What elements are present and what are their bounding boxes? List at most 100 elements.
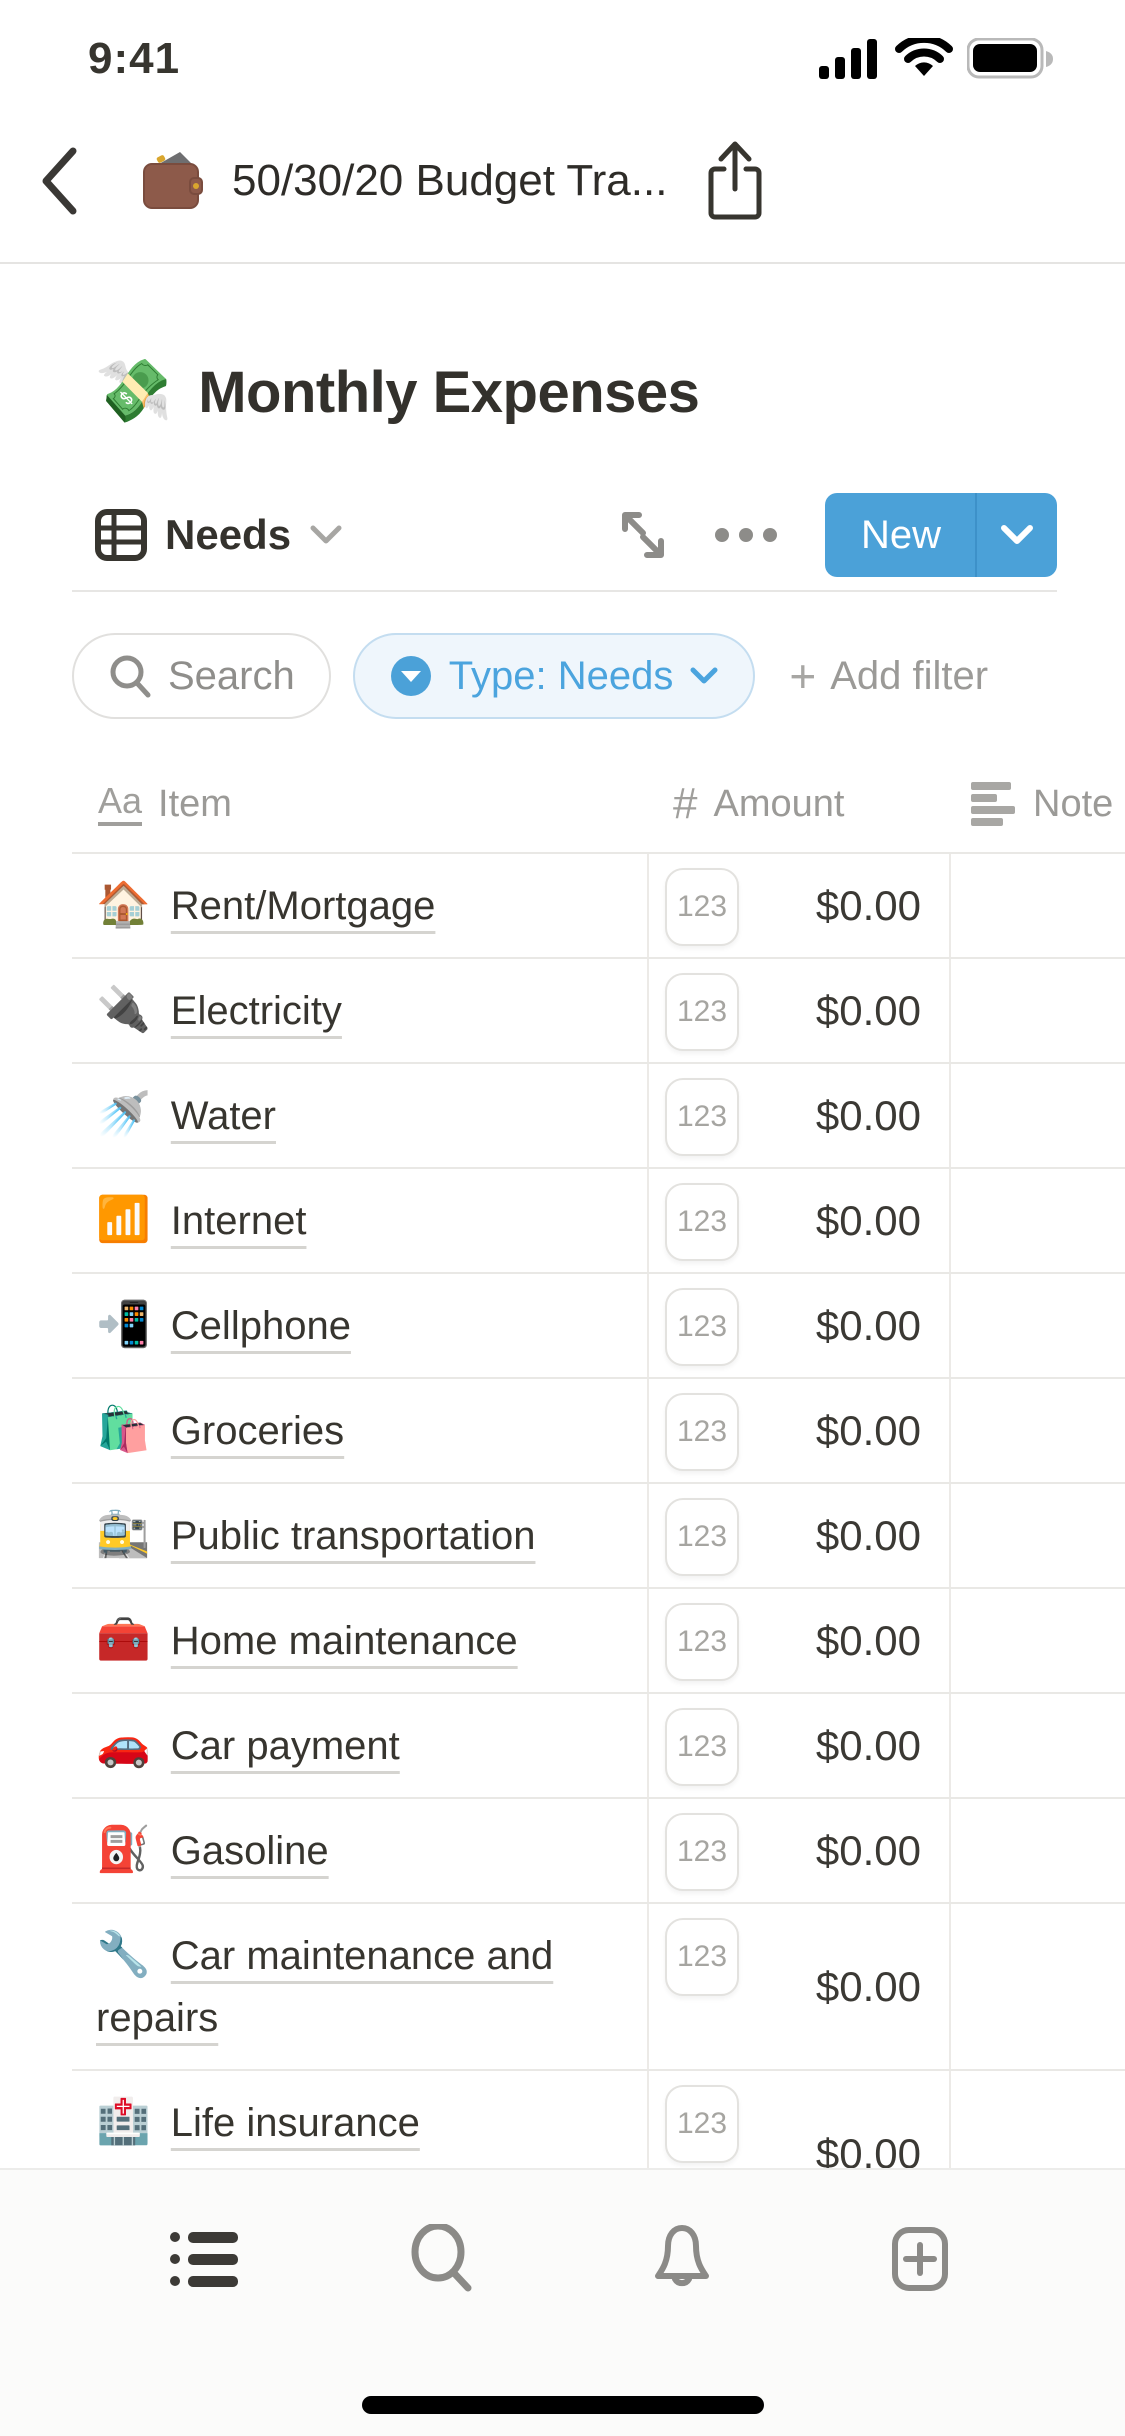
item-cell[interactable]: 🚉 Public transportation	[72, 1484, 649, 1587]
amount-value: $0.00	[815, 881, 921, 929]
number-badge[interactable]: 123	[665, 2085, 739, 2163]
note-cell[interactable]	[951, 1274, 1125, 1377]
nav-bar: 50/30/20 Budget Tra...	[0, 100, 1125, 264]
item-cell[interactable]: 🛍️ Groceries	[72, 1379, 649, 1482]
amount-value: $0.00	[815, 1721, 921, 1769]
item-cell[interactable]: ⛽ Gasoline	[72, 1799, 649, 1902]
item-link[interactable]: Internet	[170, 1199, 307, 1243]
amount-cell[interactable]: 123 $0.00	[649, 1064, 951, 1167]
item-link[interactable]: Public transportation	[170, 1514, 536, 1558]
wifi-icon	[895, 38, 953, 80]
item-cell[interactable]: 🧰 Home maintenance	[72, 1589, 649, 1692]
table-row: 🧰 Home maintenance 123 $0.00	[72, 1589, 1125, 1694]
tab-search[interactable]	[398, 2214, 488, 2304]
amount-cell[interactable]: 123 $0.00	[649, 959, 951, 1062]
battery-icon	[967, 38, 1055, 80]
status-time: 9:41	[88, 34, 181, 83]
row-emoji: 🚗	[96, 1720, 151, 1769]
number-badge[interactable]: 123	[665, 1813, 739, 1891]
number-badge[interactable]: 123	[665, 1183, 739, 1261]
nav-title: 50/30/20 Budget Tra...	[232, 156, 668, 205]
home-indicator[interactable]	[362, 2396, 764, 2414]
amount-cell[interactable]: 123 $0.00	[649, 1484, 951, 1587]
number-badge[interactable]: 123	[665, 1603, 739, 1681]
note-cell[interactable]	[951, 1064, 1125, 1167]
item-link[interactable]: Car payment	[170, 1724, 400, 1768]
chevron-down-icon	[689, 666, 719, 686]
item-link[interactable]: Home maintenance	[170, 1619, 518, 1663]
number-badge[interactable]: 123	[665, 1393, 739, 1471]
item-link[interactable]: Water	[170, 1094, 276, 1138]
amount-cell[interactable]: 123 $0.00	[649, 1589, 951, 1692]
item-cell[interactable]: 📶 Internet	[72, 1169, 649, 1272]
column-header-item[interactable]: Aa Item	[72, 782, 649, 826]
add-filter-button[interactable]: + Add filter	[789, 653, 988, 699]
column-header-note[interactable]: Note	[951, 782, 1125, 826]
table-row: ⛽ Gasoline 123 $0.00	[72, 1799, 1125, 1904]
number-badge[interactable]: 123	[665, 1708, 739, 1786]
bottom-tab-bar	[0, 2168, 1125, 2436]
amount-value: $0.00	[815, 1406, 921, 1454]
amount-cell[interactable]: 123 $0.00	[649, 1904, 951, 2069]
cellular-signal-icon	[819, 38, 881, 80]
number-badge[interactable]: 123	[665, 973, 739, 1051]
item-cell[interactable]: 🚿 Water	[72, 1064, 649, 1167]
amount-cell[interactable]: 123 $0.00	[649, 1799, 951, 1902]
note-cell[interactable]	[951, 1169, 1125, 1272]
amount-cell[interactable]: 123 $0.00	[649, 1274, 951, 1377]
item-link[interactable]: Electricity	[170, 989, 342, 1033]
row-emoji: 📶	[96, 1195, 151, 1244]
tab-create[interactable]	[875, 2214, 965, 2304]
note-cell[interactable]	[951, 1694, 1125, 1797]
amount-cell[interactable]: 123 $0.00	[649, 854, 951, 957]
item-cell[interactable]: 📲 Cellphone	[72, 1274, 649, 1377]
column-header-amount[interactable]: # Amount	[649, 779, 951, 829]
number-badge[interactable]: 123	[665, 868, 739, 946]
number-badge[interactable]: 123	[665, 1498, 739, 1576]
table-row: 🛍️ Groceries 123 $0.00	[72, 1379, 1125, 1484]
note-cell[interactable]	[951, 959, 1125, 1062]
filter-bar: Search Type: Needs + Add filter	[72, 632, 1125, 720]
note-cell[interactable]	[951, 1484, 1125, 1587]
item-link[interactable]: Rent/Mortgage	[170, 884, 436, 928]
item-cell[interactable]: 🔌 Electricity	[72, 959, 649, 1062]
item-link[interactable]: Gasoline	[170, 1829, 329, 1873]
item-cell[interactable]: 🚗 Car payment	[72, 1694, 649, 1797]
table-row: 🔧 Car maintenance and repairs 123 $0.00	[72, 1904, 1125, 2071]
number-badge[interactable]: 123	[665, 1918, 739, 1996]
filter-chip-type[interactable]: Type: Needs	[352, 633, 756, 719]
text-align-icon	[971, 782, 1017, 826]
search-input[interactable]: Search	[72, 633, 331, 719]
amount-cell[interactable]: 123 $0.00	[649, 1379, 951, 1482]
item-cell[interactable]: 🏠 Rent/Mortgage	[72, 854, 649, 957]
item-link[interactable]: Cellphone	[170, 1304, 351, 1348]
item-link[interactable]: Car maintenance and repairs	[96, 1934, 554, 2040]
row-emoji: 🔌	[96, 985, 151, 1034]
note-cell[interactable]	[951, 1379, 1125, 1482]
expand-view-button[interactable]	[595, 507, 691, 563]
text-type-icon: Aa	[98, 782, 143, 826]
number-badge[interactable]: 123	[665, 1288, 739, 1366]
tab-notifications[interactable]	[637, 2214, 727, 2304]
item-link[interactable]: Groceries	[170, 1409, 345, 1453]
note-cell[interactable]	[951, 1799, 1125, 1902]
amount-cell[interactable]: 123 $0.00	[649, 1169, 951, 1272]
number-badge[interactable]: 123	[665, 1078, 739, 1156]
amount-value: $0.00	[815, 1091, 921, 1139]
note-cell[interactable]	[951, 1589, 1125, 1692]
new-dropdown-button[interactable]	[977, 493, 1057, 577]
new-button[interactable]: New	[860, 512, 941, 557]
number-icon: #	[673, 779, 698, 828]
more-options-button[interactable]	[691, 527, 801, 543]
tab-list[interactable]	[160, 2214, 250, 2304]
view-bar: Needs New	[95, 492, 1057, 578]
note-cell[interactable]	[951, 854, 1125, 957]
view-switcher[interactable]: Needs	[95, 509, 343, 561]
back-button[interactable]	[40, 136, 110, 226]
note-cell[interactable]	[951, 1904, 1125, 2069]
row-emoji: 🏥	[96, 2097, 151, 2146]
amount-value: $0.00	[815, 1301, 921, 1349]
item-cell[interactable]: 🔧 Car maintenance and repairs	[72, 1904, 649, 2069]
share-button[interactable]	[695, 136, 775, 226]
amount-cell[interactable]: 123 $0.00	[649, 1694, 951, 1797]
